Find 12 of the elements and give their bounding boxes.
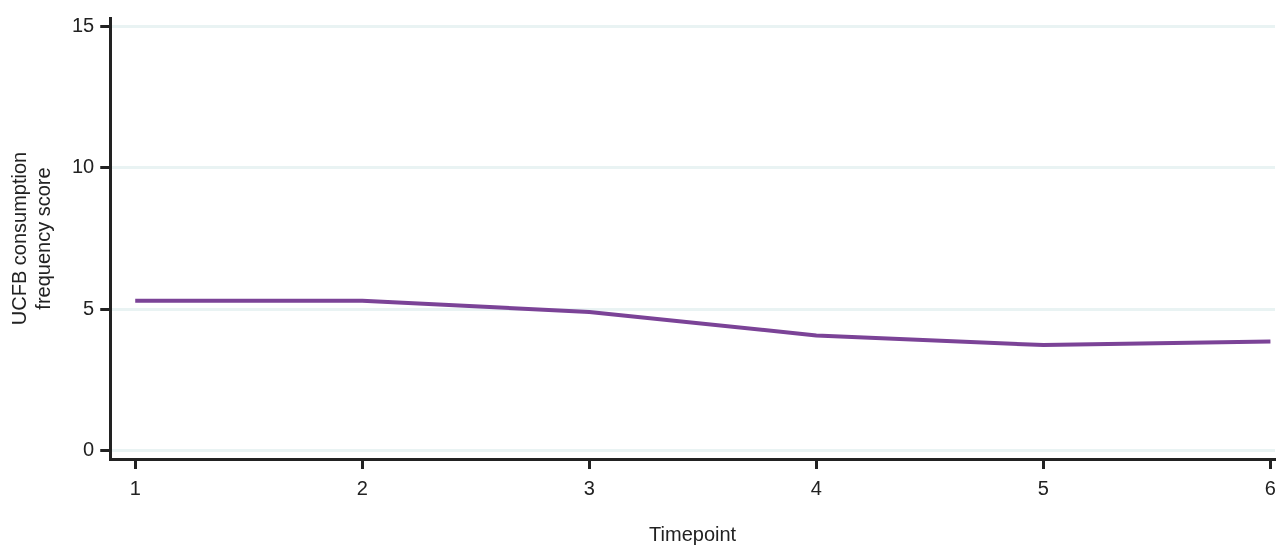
y-tick-label: 10 xyxy=(72,155,95,178)
x-axis-title: Timepoint xyxy=(649,522,737,545)
x-tick-label: 6 xyxy=(1264,476,1276,499)
x-tick-label: 3 xyxy=(583,476,595,499)
y-tick-label: 0 xyxy=(83,438,95,461)
y-tick-label: 5 xyxy=(83,296,95,319)
x-tick-label: 2 xyxy=(356,476,368,499)
x-tick-label: 4 xyxy=(810,476,822,499)
y-tick-label: 15 xyxy=(72,14,95,36)
x-tick-label: 5 xyxy=(1037,476,1049,499)
y-axis-title: UCFB consumption frequency score xyxy=(7,151,54,326)
x-tick-label: 1 xyxy=(129,476,141,499)
